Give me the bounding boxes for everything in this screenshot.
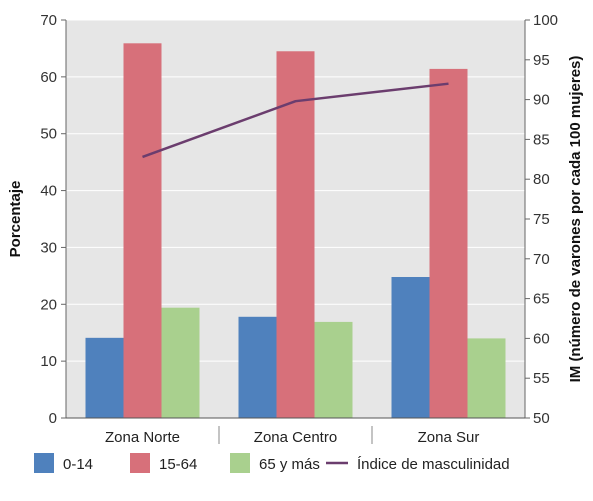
- bar: [314, 321, 353, 418]
- y2-tick-label: 50: [533, 410, 550, 427]
- bars: [85, 43, 506, 419]
- y-tick-label: 10: [40, 353, 57, 370]
- category-label: Zona Centro: [254, 429, 337, 446]
- y-tick-label: 30: [40, 239, 57, 256]
- y-tick-label: 50: [40, 126, 57, 143]
- tick-labels: 0 10 20 30 40 50 60 70 50 55 60 65 70 75 80 85 90 95 100 Zo…: [40, 12, 558, 446]
- bar: [238, 316, 277, 418]
- legend-swatch: [130, 453, 150, 473]
- y2-tick-label: 90: [533, 92, 550, 109]
- y2-axis-title: IM (número de varones por cada 100 mujer…: [567, 56, 584, 383]
- legend-swatch: [34, 453, 54, 473]
- legend-label: Índice de masculinidad: [357, 456, 510, 473]
- y-tick-label: 40: [40, 183, 57, 200]
- y2-tick-label: 70: [533, 251, 550, 268]
- y-axis-title: Porcentaje: [7, 181, 24, 258]
- bar: [391, 276, 430, 418]
- legend-label: 15-64: [159, 456, 197, 473]
- y-tick-label: 0: [49, 410, 57, 427]
- y2-tick-label: 60: [533, 330, 550, 347]
- line-series: [142, 82, 449, 159]
- category-label: Zona Sur: [418, 429, 480, 446]
- bar: [276, 51, 315, 419]
- legend-label: 65 y más: [259, 456, 320, 473]
- bar: [123, 43, 162, 418]
- y2-tick-label: 80: [533, 171, 550, 188]
- y2-tick-label: 65: [533, 291, 550, 308]
- legend: 0-14 15-64 65 y más Índice de masculinidad: [34, 453, 510, 473]
- y2-tick-label: 75: [533, 211, 550, 228]
- y2-tick-label: 95: [533, 52, 550, 69]
- legend-swatch: [230, 453, 250, 473]
- y2-tick-label: 85: [533, 131, 550, 148]
- category-label: Zona Norte: [105, 429, 180, 446]
- legend-label: 0-14: [63, 456, 93, 473]
- bar: [85, 337, 124, 418]
- y-tick-label: 20: [40, 296, 57, 313]
- masculinity-index-line: [142, 82, 449, 159]
- y-tick-label: 60: [40, 69, 57, 86]
- bar: [467, 338, 506, 418]
- y2-tick-label: 100: [533, 12, 558, 29]
- y-tick-label: 70: [40, 12, 57, 29]
- bar: [161, 307, 200, 418]
- bar: [429, 68, 468, 418]
- y2-tick-label: 55: [533, 370, 550, 387]
